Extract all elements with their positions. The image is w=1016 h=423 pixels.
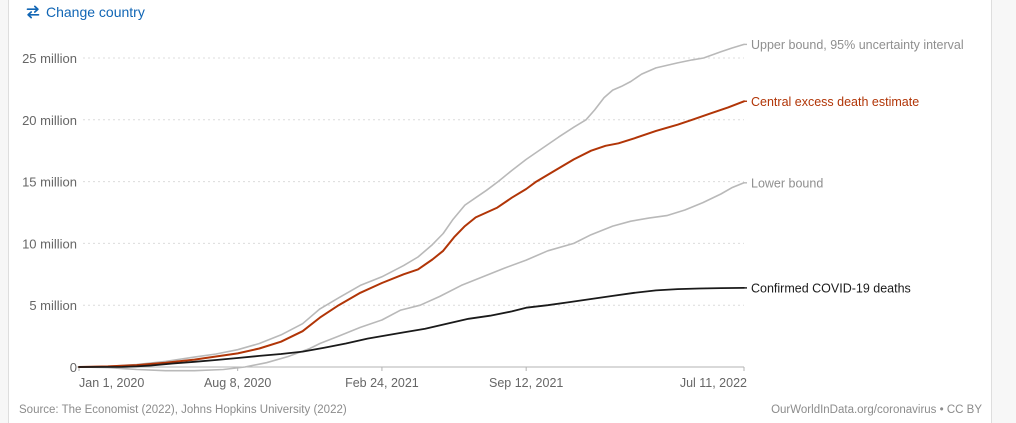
y-axis-tick-label: 25 million xyxy=(22,51,77,66)
series-line-lower-bound xyxy=(78,182,745,372)
series-label-central-excess-death-estimate: Central excess death estimate xyxy=(751,95,919,109)
series-line-confirmed-covid-19-deaths xyxy=(78,286,745,368)
x-axis-tick-label: Aug 8, 2020 xyxy=(204,376,271,390)
x-axis-tick-label: Sep 12, 2021 xyxy=(489,376,563,390)
series-label-confirmed-covid-19-deaths: Confirmed COVID-19 deaths xyxy=(751,281,911,295)
change-country-button[interactable]: Change country xyxy=(25,4,145,20)
swap-arrows-icon xyxy=(25,5,41,19)
series-label-lower-bound: Lower bound xyxy=(751,176,823,190)
y-axis-tick-label: 20 million xyxy=(22,113,77,128)
y-axis-tick-label: 0 xyxy=(70,360,77,375)
x-axis-tick-label: Jul 11, 2022 xyxy=(680,376,747,390)
y-axis-tick-label: 15 million xyxy=(22,175,77,190)
x-axis-tick-label: Jan 1, 2020 xyxy=(79,376,144,390)
series-line-upper-bound xyxy=(78,43,745,368)
attribution-note: OurWorldInData.org/coronavirus • CC BY xyxy=(771,404,982,416)
x-axis-tick-label: Feb 24, 2021 xyxy=(345,376,419,390)
y-axis-tick-label: 5 million xyxy=(29,298,77,313)
y-axis-tick-label: 10 million xyxy=(22,236,77,251)
chart-card: Change country 0 5 million 10 million 15 mi… xyxy=(8,0,992,423)
chart-footer: Source: The Economist (2022), Johns Hopk… xyxy=(9,401,991,416)
series-label-upper-bound: Upper bound, 95% uncertainty interval xyxy=(751,38,964,52)
source-note: Source: The Economist (2022), Johns Hopk… xyxy=(19,404,347,416)
series-line-central-excess-death-estimate xyxy=(78,100,745,368)
change-country-label: Change country xyxy=(46,4,145,20)
excess-deaths-line-chart: 0 5 million 10 million 15 million 20 million… xyxy=(22,38,964,390)
